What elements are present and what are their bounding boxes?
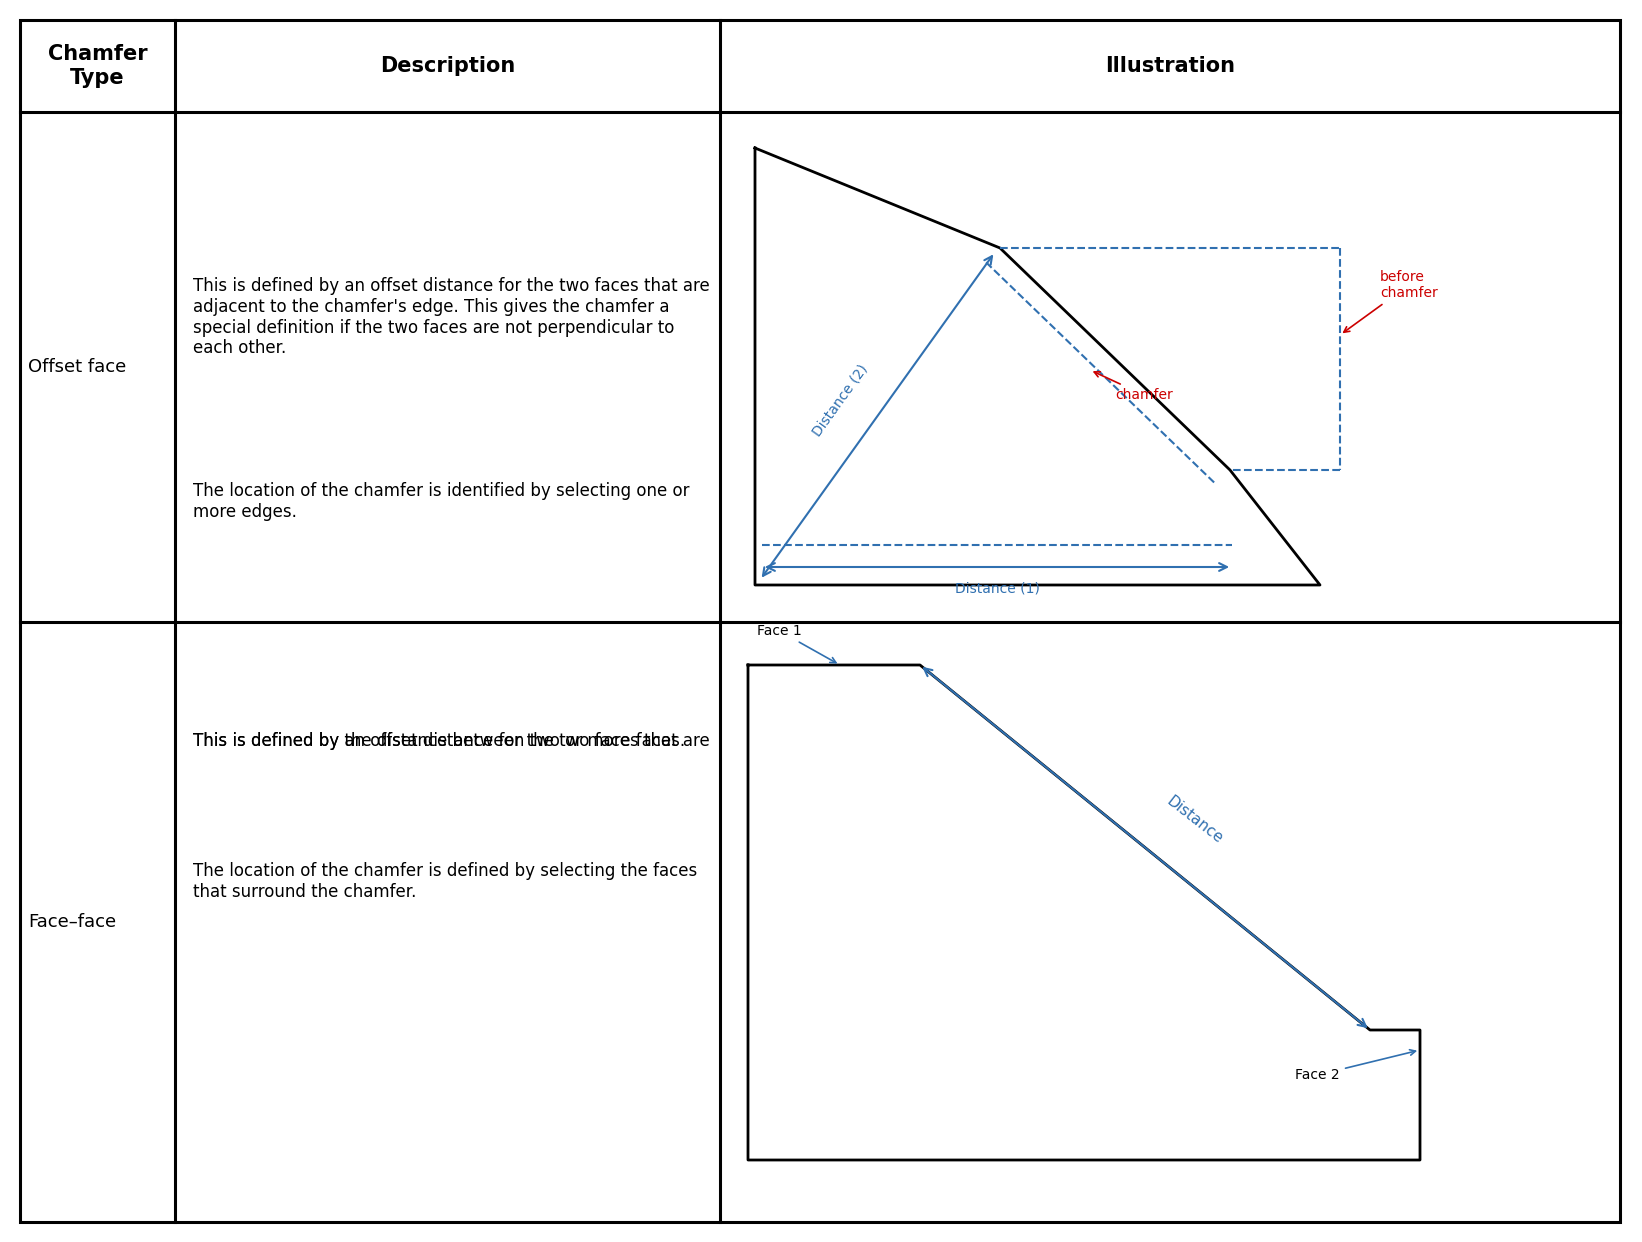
Text: Distance: Distance <box>1164 794 1227 847</box>
Text: Illustration: Illustration <box>1105 56 1235 76</box>
Text: Face 1: Face 1 <box>757 623 836 663</box>
Text: Offset face: Offset face <box>28 358 126 376</box>
Text: Face–face: Face–face <box>28 913 117 932</box>
Text: This is defined by the distance between two or more faces.: This is defined by the distance between … <box>194 732 685 750</box>
Text: Distance (1): Distance (1) <box>954 582 1039 596</box>
Text: Chamfer
Type: Chamfer Type <box>48 45 148 88</box>
Text: This is defined by an offset distance for the two faces that are
adjacent to the: This is defined by an offset distance fo… <box>194 277 709 358</box>
Text: The location of the chamfer is identified by selecting one or
more edges.: The location of the chamfer is identifie… <box>194 482 690 520</box>
Text: This is defined by an offset distance for the two faces that are: This is defined by an offset distance fo… <box>194 732 709 750</box>
Text: before
chamfer: before chamfer <box>1343 270 1438 333</box>
Text: Description: Description <box>379 56 516 76</box>
Text: The location of the chamfer is defined by selecting the faces
that surround the : The location of the chamfer is defined b… <box>194 862 698 900</box>
Text: Face 2: Face 2 <box>1296 1049 1415 1082</box>
Text: chamfer: chamfer <box>1094 371 1172 402</box>
Text: Distance (2): Distance (2) <box>810 361 870 438</box>
